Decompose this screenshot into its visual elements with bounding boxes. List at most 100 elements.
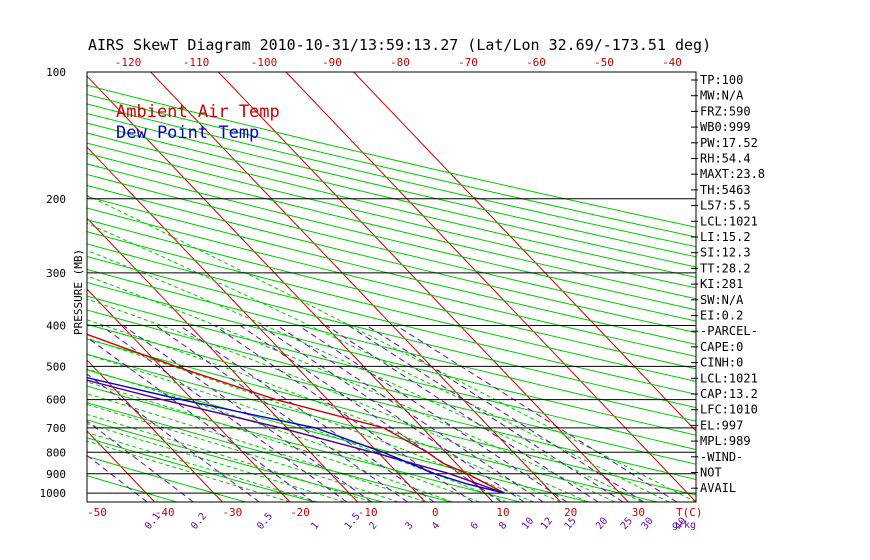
dry-adiabat-line: [87, 353, 658, 502]
pressure-tick-label: 800: [46, 446, 66, 459]
moist-adiabat-line: [87, 368, 480, 502]
stat-label: PW:17.52: [700, 136, 758, 150]
stat-label: CINH:0: [700, 356, 743, 370]
top-temp-tick-label: -90: [322, 56, 342, 69]
stat-label: CAPE:0: [700, 340, 743, 354]
mixing-ratio-line: [239, 325, 502, 502]
stat-label: L57:5.5: [700, 199, 751, 213]
moist-adiabat-line: [87, 353, 507, 502]
top-temp-tick-label: -110: [183, 56, 210, 69]
stat-label: WB0:999: [700, 120, 751, 134]
legend-ambient-air-temp: Ambient Air Temp: [116, 102, 280, 122]
stat-label: CAP:13.2: [700, 387, 758, 401]
mixing-ratio-line: [179, 325, 435, 502]
stat-label: TH:5463: [700, 183, 751, 197]
dry-adiabat-line: [87, 219, 696, 370]
mixing-ratio-tick-label: 20: [594, 516, 610, 532]
dry-adiabat-line: [87, 255, 696, 409]
bottom-temp-tick-label: -30: [222, 506, 242, 519]
mixing-ratio-tick-label: 3: [403, 520, 415, 532]
isotherm-line: [87, 146, 426, 502]
bottom-temp-tick-label: -20: [290, 506, 310, 519]
moist-adiabat-line: [87, 194, 696, 502]
dry-adiabat-line: [87, 295, 696, 451]
mixing-ratio-line: [325, 325, 599, 502]
stat-label: SW:N/A: [700, 293, 744, 307]
stat-label: KI:281: [700, 277, 743, 291]
dry-adiabat-line: [87, 385, 521, 502]
dry-adiabat-line: [87, 196, 696, 345]
dry-adiabat-line: [87, 338, 696, 496]
stat-label: FRZ:590: [700, 104, 751, 118]
stat-label: NOT: [700, 466, 722, 480]
dry-adiabat-line: [87, 103, 696, 248]
mixing-ratio-tick-label: 6: [469, 520, 481, 532]
plot-frame: [86, 71, 697, 503]
stat-label: AVAIL: [700, 481, 736, 495]
mixing-ratio-line: [366, 325, 644, 502]
moist-adiabat-line: [87, 222, 670, 502]
mixing-ratio-tick-label: 0.5: [255, 511, 275, 532]
dry-adiabat-line: [87, 455, 246, 502]
isotherm-line: [285, 72, 696, 502]
chart-title: AIRS SkewT Diagram 2010-10-31/13:59:13.2…: [88, 36, 711, 54]
dry-adiabat-line: [87, 268, 696, 422]
stat-label: -WIND-: [700, 450, 743, 464]
pressure-tick-label: 300: [46, 267, 66, 280]
top-temp-tick-label: -120: [115, 56, 142, 69]
mixing-ratio-tick-label: 4: [430, 520, 442, 532]
stat-label: SI:12.3: [700, 246, 751, 260]
isotherm-line: [0, 72, 19, 502]
dry-adiabat-line: [87, 184, 696, 334]
mixing-ratio-tick-label: 12: [539, 516, 555, 532]
stat-label: LCL:1021: [700, 371, 758, 385]
mixing-ratio-line: [348, 325, 624, 502]
moist-adiabat-line: [87, 413, 372, 502]
pressure-tick-label: 1000: [40, 487, 67, 500]
top-temp-tick-label: -100: [251, 56, 278, 69]
isotherm-line: [87, 359, 223, 502]
moist-adiabat-line: [87, 393, 426, 502]
pressure-tick-label: 200: [46, 193, 66, 206]
legend: Ambient Air Temp Dew Point Temp: [116, 102, 280, 143]
legend-dew-point-temp: Dew Point Temp: [116, 123, 259, 143]
pressure-tick-label: 400: [46, 320, 66, 333]
dry-adiabat-line: [87, 323, 696, 480]
y-axis-label: PRESSURE (MB): [72, 249, 85, 335]
mixing-ratio-line: [276, 325, 544, 502]
moist-adiabat-line: [87, 275, 616, 502]
pressure-tick-label: 900: [46, 468, 66, 481]
stat-label: MAXT:23.8: [700, 167, 765, 181]
mixing-ratio-tick-label: 8: [497, 520, 509, 532]
stat-label: -PARCEL-: [700, 324, 758, 338]
ambient-temp-line: [87, 333, 506, 494]
dry-adiabat-line: [87, 369, 589, 502]
dewpoint-line: [87, 376, 505, 494]
isotherm-line: [217, 72, 629, 502]
moist-adiabat-line: [87, 423, 345, 502]
mixing-ratio-units-label: g/kg: [672, 520, 696, 531]
parcel-profile-line: [87, 379, 505, 494]
mixing-ratio-line: [395, 325, 678, 502]
stat-label: LI:15.2: [700, 230, 751, 244]
stat-label: EL:997: [700, 418, 743, 432]
stat-label: TT:28.2: [700, 261, 751, 275]
stat-label: MW:N/A: [700, 89, 744, 103]
dry-adiabat-line: [87, 281, 696, 436]
bottom-temp-tick-label: -50: [87, 506, 107, 519]
mixing-ratio-line: [298, 325, 568, 502]
dry-adiabat-line: [87, 152, 696, 300]
pressure-tick-label: 700: [46, 422, 66, 435]
pressure-tick-label: 100: [46, 66, 66, 79]
dry-adiabat-line: [87, 207, 696, 357]
top-temp-tick-label: -60: [526, 56, 546, 69]
dry-adiabat-line: [87, 112, 696, 258]
dry-adiabat-line: [87, 132, 696, 278]
bottom-temp-tick-label: 20: [564, 506, 577, 519]
isotherm-line: [87, 288, 291, 502]
stat-label: LFC:1010: [700, 403, 758, 417]
dry-adiabat-line: [87, 122, 696, 268]
